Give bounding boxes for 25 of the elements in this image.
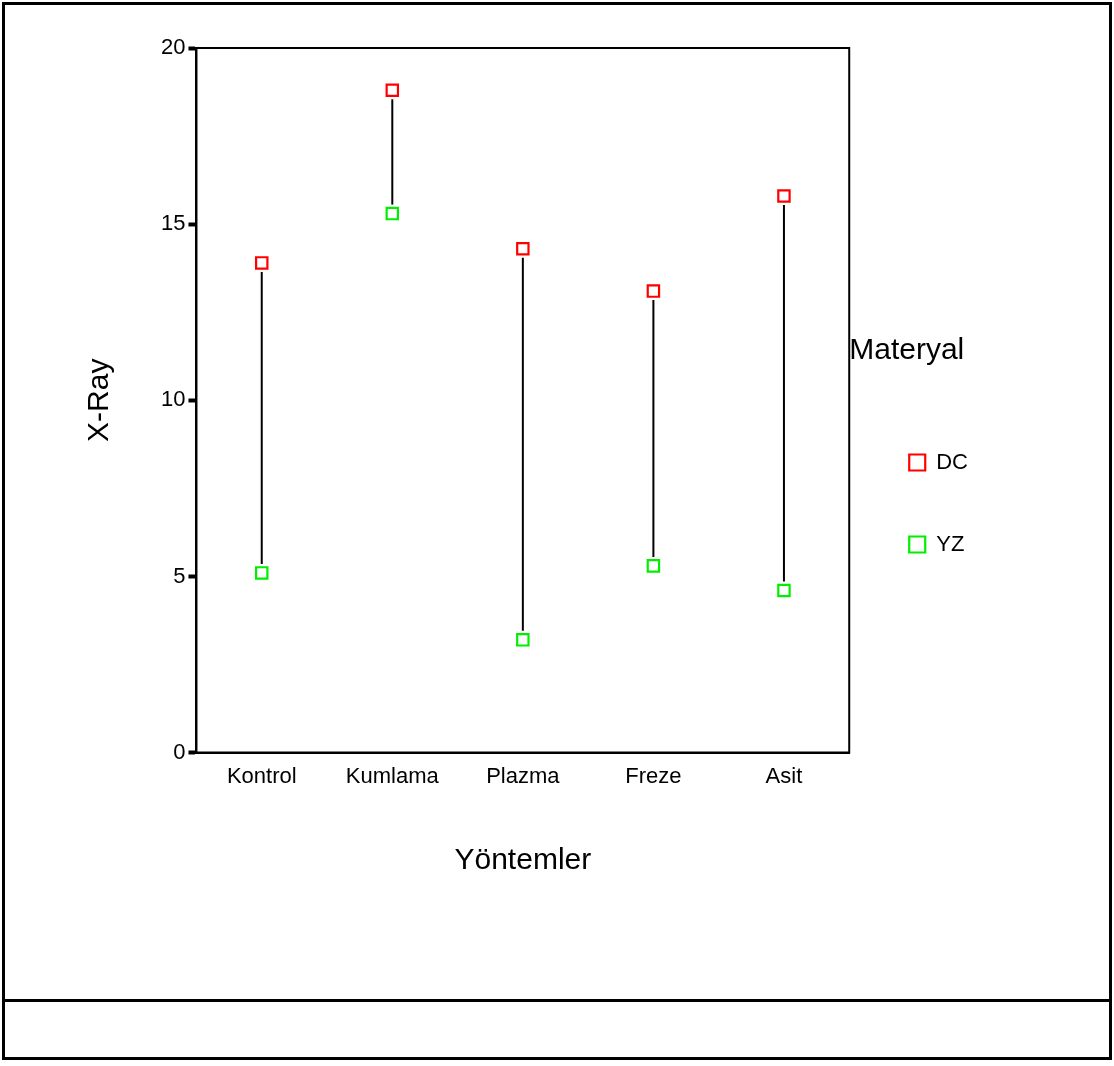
legend-label: YZ bbox=[936, 530, 965, 556]
point bbox=[385, 83, 400, 98]
point bbox=[646, 559, 661, 573]
y-tick-label: 10 bbox=[160, 386, 186, 412]
point bbox=[254, 566, 269, 580]
point bbox=[254, 256, 269, 270]
point bbox=[516, 633, 530, 647]
x-axis-title: Yöntemler bbox=[454, 842, 592, 876]
y-axis-title: X-Ray bbox=[81, 358, 115, 442]
x-tick-label: Kumlama bbox=[345, 762, 440, 788]
point bbox=[777, 189, 791, 203]
x-tick-label: Asit bbox=[765, 762, 803, 788]
y-tick-label: 5 bbox=[173, 562, 186, 588]
x-tick-label: Plazma bbox=[486, 762, 561, 788]
x-tick-label: Kontrol bbox=[226, 762, 297, 788]
legend-label: DC bbox=[936, 448, 969, 474]
point bbox=[385, 206, 400, 221]
y-tick-label: 0 bbox=[173, 738, 186, 764]
y-tick-label: 15 bbox=[160, 210, 186, 236]
point bbox=[646, 284, 661, 298]
x-tick-label: Freze bbox=[625, 762, 682, 788]
y-tick-label: 20 bbox=[160, 34, 186, 60]
point bbox=[516, 242, 530, 256]
legend-title: Materyal bbox=[849, 331, 965, 365]
point bbox=[777, 583, 791, 598]
